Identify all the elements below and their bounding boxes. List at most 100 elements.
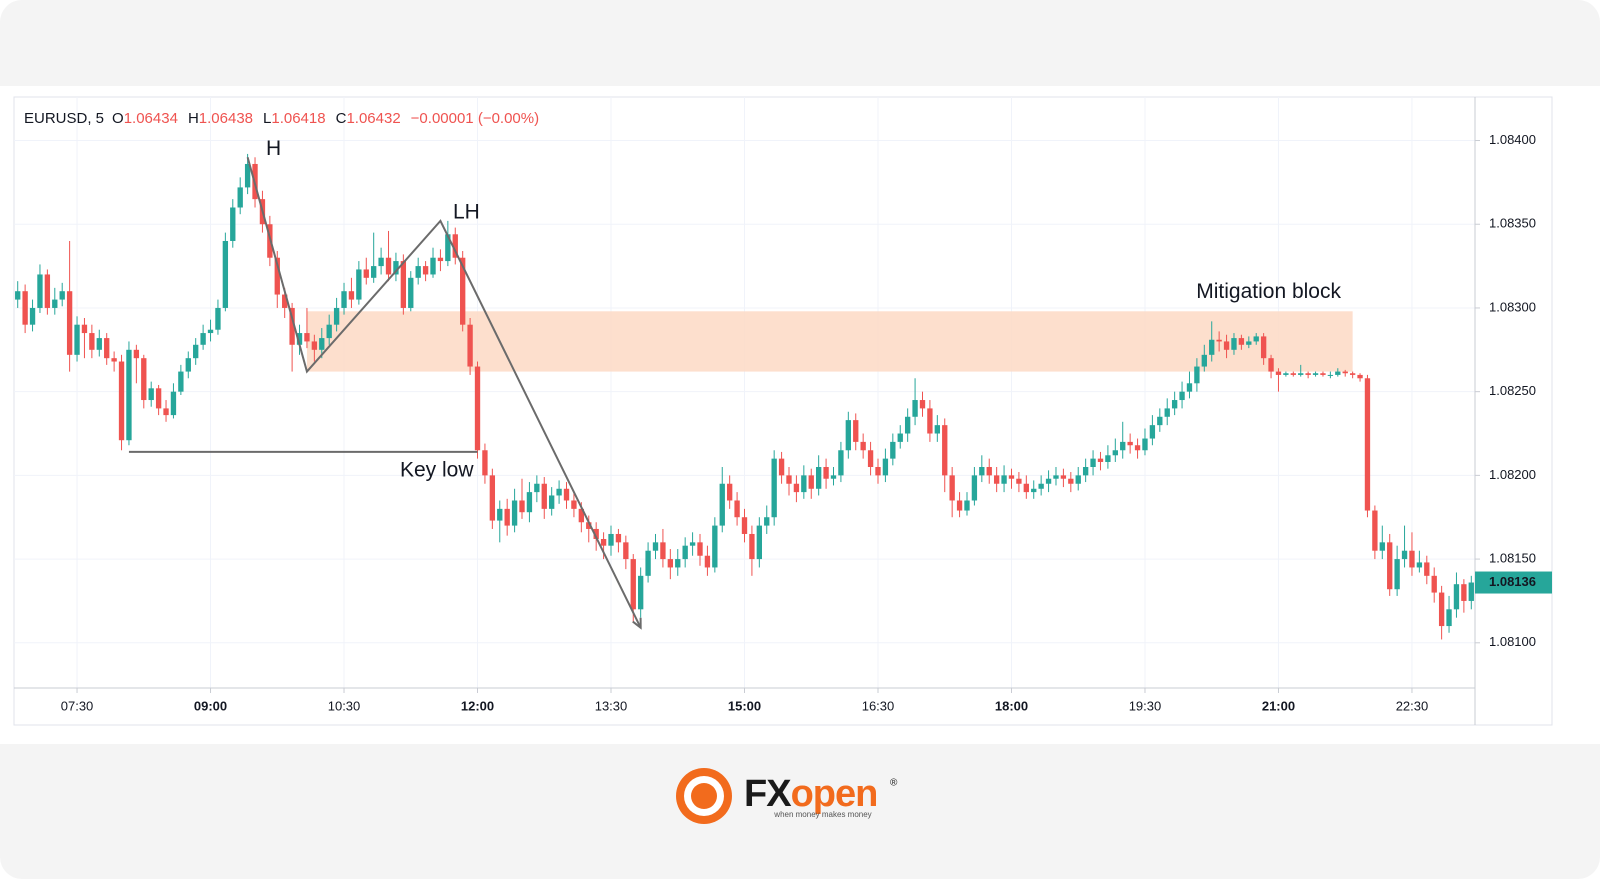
key-low-label: Key low bbox=[400, 458, 474, 481]
candle-body bbox=[1364, 378, 1371, 511]
candle-body bbox=[1238, 338, 1245, 345]
zigzag-line bbox=[246, 157, 642, 629]
mitigation-zone bbox=[306, 311, 1353, 372]
candle-body bbox=[623, 542, 629, 560]
candle-body bbox=[608, 533, 614, 546]
brand-mark: ® bbox=[890, 778, 898, 789]
candle-body bbox=[667, 559, 674, 568]
candle-body bbox=[44, 274, 51, 308]
candle-body bbox=[549, 495, 555, 509]
candle-body bbox=[904, 416, 911, 434]
candle-body bbox=[1246, 341, 1252, 345]
candle-body bbox=[1379, 542, 1385, 551]
x-tick-label: 15:00 bbox=[728, 698, 761, 713]
candle-body bbox=[1416, 562, 1423, 568]
candle-body bbox=[541, 483, 547, 509]
candle-body bbox=[1060, 475, 1067, 479]
candle-body bbox=[534, 483, 540, 493]
x-tick-label: 10:30 bbox=[328, 698, 361, 713]
candle-body bbox=[1268, 358, 1274, 372]
candle-body bbox=[1023, 483, 1029, 493]
candle-body bbox=[749, 533, 755, 560]
candle-body bbox=[586, 522, 592, 529]
candle-body bbox=[689, 542, 696, 546]
candle-body bbox=[897, 433, 903, 442]
candle-body bbox=[519, 500, 525, 513]
candle-body bbox=[504, 508, 510, 526]
candle-body bbox=[348, 291, 355, 300]
candle-body bbox=[74, 324, 80, 355]
candle-body bbox=[289, 307, 295, 345]
candle-body bbox=[890, 441, 896, 459]
header-field-label: O bbox=[112, 110, 124, 127]
candle-body bbox=[1045, 478, 1052, 484]
candle-body bbox=[838, 450, 844, 476]
header-field-value: 1.06432 bbox=[346, 110, 400, 127]
candle-body bbox=[875, 467, 881, 476]
candle-body bbox=[141, 358, 147, 401]
candle-body bbox=[1142, 438, 1148, 451]
candle-body bbox=[304, 333, 310, 342]
candle-body bbox=[311, 341, 318, 350]
candle-body bbox=[215, 307, 221, 330]
candle-body bbox=[1164, 408, 1170, 417]
candle-body bbox=[1120, 441, 1126, 451]
candle-body bbox=[1171, 400, 1178, 409]
candle-body bbox=[1016, 478, 1022, 484]
candle-body bbox=[882, 458, 889, 476]
candle-body bbox=[741, 517, 748, 534]
candle-body bbox=[1290, 373, 1296, 375]
candle-body bbox=[104, 338, 110, 359]
candle-body bbox=[467, 324, 473, 367]
x-tick-label: 18:00 bbox=[995, 698, 1028, 713]
candle-body bbox=[207, 329, 214, 334]
candle-body bbox=[1312, 373, 1319, 375]
candle-body bbox=[1097, 458, 1104, 462]
candle-body bbox=[1090, 458, 1096, 468]
candle-body bbox=[801, 475, 807, 493]
candle-body bbox=[1038, 483, 1044, 489]
candle-body bbox=[771, 458, 777, 518]
candle-body bbox=[118, 361, 125, 441]
candle-body bbox=[1157, 416, 1163, 426]
candle-body bbox=[222, 240, 229, 308]
header-field-label: C bbox=[336, 110, 347, 127]
candle-body bbox=[1179, 391, 1185, 401]
candle-body bbox=[430, 257, 436, 275]
candle-body bbox=[1438, 592, 1445, 627]
candle-body bbox=[786, 475, 792, 484]
candle-body bbox=[1335, 371, 1341, 375]
candle-body bbox=[867, 450, 874, 468]
candle-body bbox=[1008, 475, 1015, 479]
zone-label: Mitigation block bbox=[1196, 280, 1341, 303]
candle-body bbox=[497, 508, 503, 521]
candle-body bbox=[1424, 562, 1430, 576]
candle-body bbox=[823, 467, 829, 479]
candle-body bbox=[993, 475, 1000, 484]
header-change: −0.00001 (−0.00%) bbox=[411, 110, 539, 127]
candle-body bbox=[81, 324, 88, 334]
candle-body bbox=[415, 266, 421, 278]
candle-body bbox=[1201, 354, 1207, 367]
candle-body bbox=[1342, 371, 1348, 374]
candle-body bbox=[1461, 584, 1467, 601]
candle-body bbox=[1349, 373, 1356, 375]
candle-body bbox=[89, 333, 95, 350]
candle-body bbox=[1075, 475, 1081, 484]
candle-body bbox=[15, 291, 21, 300]
candle-body bbox=[764, 517, 770, 526]
candle-body bbox=[341, 291, 347, 308]
candle-body bbox=[593, 528, 599, 539]
candle-body bbox=[445, 234, 451, 262]
candle-body bbox=[22, 291, 28, 325]
candle-body bbox=[697, 542, 703, 556]
candle-body bbox=[652, 542, 659, 551]
candle-body bbox=[1260, 336, 1267, 359]
y-tick-label: 1.08250 bbox=[1489, 383, 1536, 398]
candle-body bbox=[52, 299, 58, 308]
candle-body bbox=[1134, 445, 1141, 451]
candle-body bbox=[808, 475, 814, 489]
candle-body bbox=[979, 467, 985, 476]
candle-body bbox=[1053, 475, 1059, 479]
